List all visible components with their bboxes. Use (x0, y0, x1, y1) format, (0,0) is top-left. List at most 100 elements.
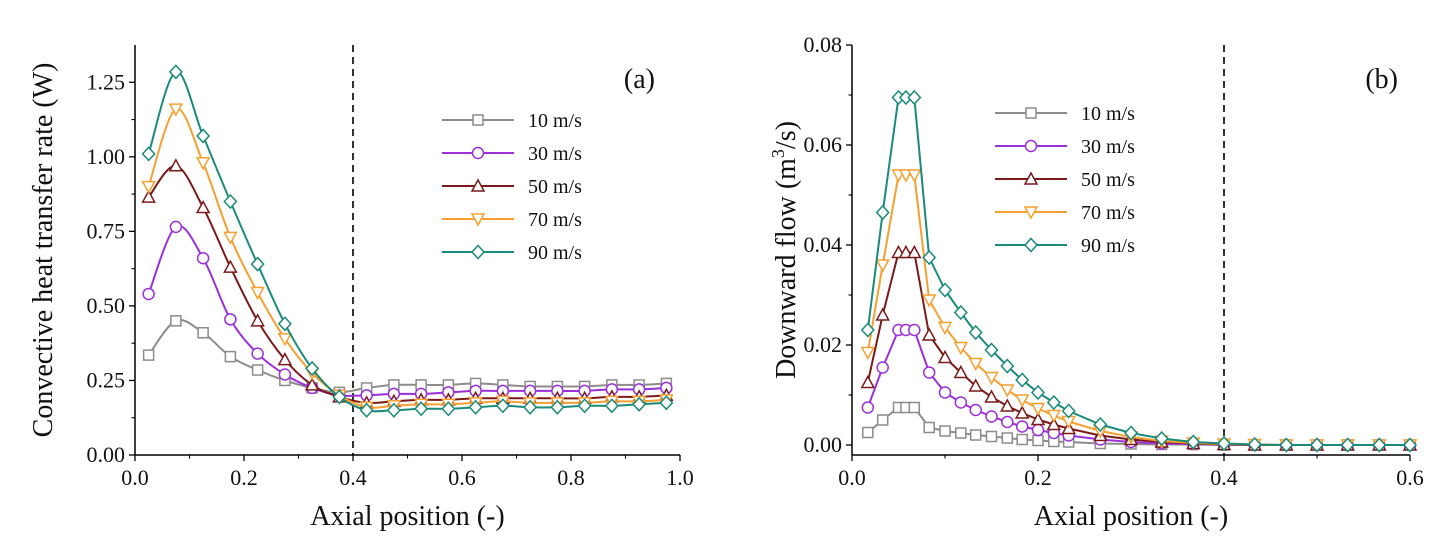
data-point (277, 332, 293, 347)
data-point (1216, 435, 1232, 452)
series-line (866, 174, 1410, 446)
data-point (1340, 437, 1355, 453)
y-tick-label: 0.02 (804, 332, 843, 357)
data-point (1186, 434, 1201, 450)
data-point (984, 389, 999, 403)
y-tick-label: 1.00 (87, 144, 126, 169)
data-point (386, 402, 401, 418)
legend-marker (1025, 107, 1037, 119)
data-point (142, 287, 155, 301)
x-tick-label: 0.6 (448, 465, 476, 490)
data-point (196, 128, 211, 144)
y-tick-label: 0.50 (87, 293, 126, 318)
data-point (908, 323, 921, 337)
data-point (223, 193, 238, 210)
data-point (921, 294, 937, 308)
data-point (223, 259, 238, 273)
data-point (332, 389, 347, 405)
data-point (414, 401, 429, 417)
panel-label: (a) (624, 64, 655, 95)
data-point (550, 399, 565, 415)
data-point (495, 398, 510, 414)
y-tick-label: 0.25 (87, 367, 126, 392)
data-point (659, 395, 674, 411)
data-point (1001, 432, 1014, 444)
data-point (224, 313, 237, 326)
x-tick-label: 0.6 (1396, 465, 1424, 490)
legend-label: 90 m/s (1081, 235, 1135, 257)
data-point (1000, 384, 1015, 398)
legend-marker (471, 146, 485, 160)
data-point (985, 410, 998, 423)
panel-a: 0.0 0.2 0.4 0.6 0.8 1.0 0.00 0.25 0.50 0.75 1.00 1.… (28, 45, 694, 532)
data-point (251, 364, 264, 376)
data-point (955, 427, 967, 439)
data-point (876, 414, 889, 426)
data-point (968, 357, 983, 372)
data-point (168, 158, 184, 172)
legend-label: 30 m/s (528, 143, 582, 165)
data-point (1032, 434, 1044, 447)
data-point (1014, 394, 1030, 408)
series-50-m-s (141, 158, 674, 409)
data-point (277, 316, 292, 332)
data-point (250, 313, 265, 327)
data-point (1014, 405, 1030, 419)
legend: 10 m/s 30 m/s 50 m/s 70 m/s 90 m/s (995, 103, 1135, 257)
data-point (898, 169, 914, 183)
legend-label: 70 m/s (1081, 202, 1135, 224)
data-point (195, 199, 211, 214)
y-axis-label-superscript: 3 (768, 149, 788, 158)
data-point (632, 396, 647, 412)
data-point (907, 244, 922, 259)
series-70-m-s (141, 103, 674, 415)
legend-label: 10 m/s (528, 110, 582, 132)
data-point (968, 324, 983, 341)
x-tick-label: 0.0 (838, 465, 866, 490)
data-point (197, 326, 209, 339)
data-point (984, 371, 999, 386)
panel-label: (b) (1365, 64, 1398, 95)
series-90-m-s (141, 64, 674, 418)
data-point (908, 401, 921, 414)
data-point (875, 259, 890, 273)
data-point (223, 231, 238, 245)
data-point (1061, 403, 1076, 419)
data-point (953, 341, 969, 356)
data-point (604, 398, 619, 414)
data-point (305, 360, 320, 377)
data-point (1279, 437, 1294, 453)
data-point (939, 425, 951, 437)
data-point (1001, 415, 1014, 429)
y-axis-label: Convective heat transfer rate (W) (28, 63, 59, 438)
legend-label: 90 m/s (528, 242, 582, 264)
data-point (141, 189, 156, 203)
legend-marker (470, 213, 486, 227)
data-point (1154, 430, 1169, 447)
data-point (1046, 416, 1062, 431)
data-point (1030, 402, 1046, 417)
data-point (1046, 409, 1062, 424)
data-point (1016, 433, 1028, 446)
y-tick-label: 1.25 (87, 69, 126, 94)
data-point (196, 251, 210, 265)
y-axis-label-text: Downward flow (m (771, 158, 802, 379)
data-point (985, 430, 998, 443)
data-point (922, 366, 936, 379)
data-point (1247, 436, 1262, 453)
y-axis-label: Downward flow (m3/s) (768, 121, 802, 379)
data-point (468, 399, 483, 415)
data-point (1030, 384, 1046, 401)
data-point (907, 89, 922, 106)
data-point (1093, 416, 1108, 433)
data-point (523, 399, 538, 415)
data-point (898, 244, 914, 259)
data-point (937, 282, 953, 298)
y-tick-label: 0.75 (87, 218, 126, 243)
data-point (1015, 372, 1030, 388)
data-point (224, 350, 237, 363)
data-point (1000, 358, 1015, 374)
x-tick-label: 0.2 (230, 465, 258, 490)
data-point (1402, 437, 1418, 453)
y-axis-label-text: Convective heat transfer rate (W) (28, 63, 59, 438)
